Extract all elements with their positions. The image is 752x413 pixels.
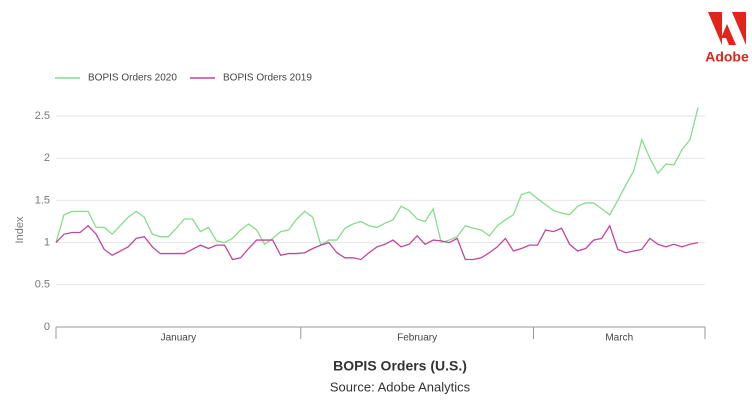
- x-tick-label: March: [605, 333, 633, 344]
- x-tick-label: February: [397, 333, 437, 344]
- x-tick-label: January: [161, 333, 197, 344]
- chart-subtitle: Source: Adobe Analytics: [330, 379, 471, 394]
- y-tick-label: 2.5: [35, 110, 50, 122]
- legend-label: BOPIS Orders 2020: [88, 73, 177, 84]
- y-tick-label: 0: [44, 321, 50, 333]
- logo-mid: [721, 24, 736, 45]
- adobe-logo: Adobe: [705, 12, 749, 65]
- logo-right: [732, 12, 746, 45]
- y-tick-label: 2: [44, 152, 50, 164]
- logo-left: [708, 12, 722, 45]
- y-tick-label: 1: [44, 237, 50, 249]
- legend-label: BOPIS Orders 2019: [223, 73, 312, 84]
- y-axis-label: Index: [14, 216, 26, 243]
- y-tick-label: 0.5: [35, 279, 50, 291]
- y-tick-label: 1.5: [35, 194, 50, 206]
- series-line: [55, 224, 699, 261]
- series-line: [55, 107, 699, 247]
- chart-title: BOPIS Orders (U.S.): [333, 358, 467, 374]
- brand: Adobe: [705, 49, 749, 65]
